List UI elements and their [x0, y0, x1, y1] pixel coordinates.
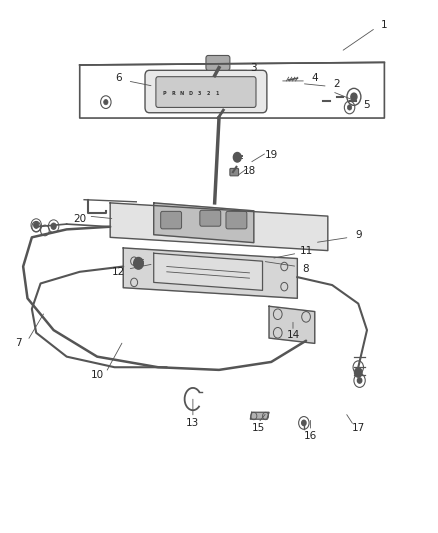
Text: 14: 14: [286, 330, 300, 341]
Text: 18: 18: [243, 166, 256, 176]
Circle shape: [233, 152, 241, 162]
Polygon shape: [110, 203, 328, 251]
Text: 3: 3: [251, 63, 257, 72]
Polygon shape: [154, 203, 254, 243]
Text: 10: 10: [91, 370, 104, 380]
Text: 8: 8: [303, 264, 309, 274]
Text: 3: 3: [198, 91, 201, 96]
Text: 16: 16: [304, 431, 317, 441]
Text: 2: 2: [206, 91, 210, 96]
FancyBboxPatch shape: [161, 212, 182, 229]
Text: 20: 20: [73, 214, 86, 224]
Polygon shape: [123, 248, 297, 298]
Text: 12: 12: [112, 267, 126, 277]
Circle shape: [51, 223, 56, 229]
FancyBboxPatch shape: [226, 212, 247, 229]
Circle shape: [302, 420, 306, 425]
Polygon shape: [251, 413, 269, 419]
FancyBboxPatch shape: [200, 211, 221, 226]
Polygon shape: [269, 306, 315, 343]
Text: P: P: [163, 91, 166, 96]
Text: 9: 9: [355, 230, 362, 240]
Text: 2: 2: [333, 78, 340, 88]
Text: 1: 1: [215, 91, 219, 96]
Text: 11: 11: [300, 246, 313, 256]
Text: 17: 17: [352, 423, 365, 433]
Circle shape: [351, 93, 357, 101]
Text: 15: 15: [251, 423, 265, 433]
Text: 4: 4: [311, 73, 318, 83]
Circle shape: [354, 368, 362, 377]
Text: D: D: [189, 91, 193, 96]
FancyBboxPatch shape: [206, 55, 230, 70]
FancyBboxPatch shape: [145, 70, 267, 113]
Circle shape: [347, 105, 352, 110]
Text: 5: 5: [364, 100, 370, 110]
Text: N: N: [180, 91, 184, 96]
Circle shape: [34, 222, 39, 228]
Circle shape: [134, 257, 143, 269]
Text: 13: 13: [186, 418, 200, 428]
Text: 7: 7: [15, 338, 22, 349]
Text: 1: 1: [381, 20, 388, 30]
Text: 19: 19: [265, 150, 278, 160]
Text: 6: 6: [116, 73, 122, 83]
Text: R: R: [171, 91, 175, 96]
FancyBboxPatch shape: [156, 77, 256, 108]
Polygon shape: [154, 253, 262, 290]
Circle shape: [104, 100, 108, 105]
FancyBboxPatch shape: [230, 168, 239, 176]
Circle shape: [357, 378, 362, 383]
